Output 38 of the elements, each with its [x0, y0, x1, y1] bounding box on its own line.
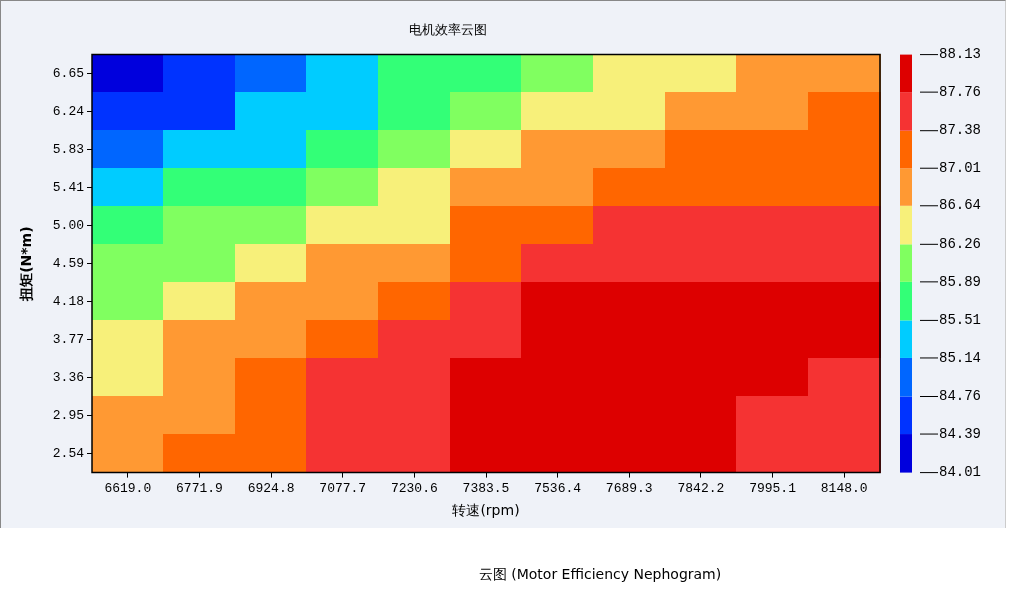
x-tick-label: 7689.3	[605, 480, 653, 496]
x-tick-label: 6924.8	[247, 480, 295, 496]
y-tick-label: 2.95	[52, 408, 85, 424]
chart-title: 电机效率云图	[408, 22, 487, 38]
color-bar-label: 88.13	[939, 46, 982, 63]
y-axis-title: 扭矩(N*m)	[18, 226, 35, 302]
color-bar-label: 84.01	[939, 464, 982, 481]
color-bar-label: 87.01	[939, 159, 982, 176]
y-tick-label: 6.65	[52, 66, 85, 82]
y-tick-label: 3.77	[52, 332, 85, 348]
color-bar-label: 86.64	[939, 197, 982, 214]
x-tick-label: 7077.7	[319, 480, 367, 496]
x-tick-label: 6771.9	[176, 480, 223, 496]
color-bar-label: 86.26	[939, 236, 982, 253]
x-axis-title: 转速(rpm)	[452, 502, 520, 519]
color-bar-label: 84.76	[939, 388, 982, 405]
y-tick-label: 3.36	[52, 370, 85, 386]
y-tick-label: 4.59	[52, 256, 85, 272]
y-tick-label: 6.24	[52, 104, 85, 120]
color-bar-label: 84.39	[939, 425, 982, 442]
x-tick-label: 7383.5	[462, 480, 510, 496]
x-tick-label: 7536.4	[534, 480, 582, 496]
y-tick-label: 4.18	[52, 294, 85, 310]
text: 云图 (Motor Efficiency Nephogram)	[477, 566, 723, 584]
color-bar-label: 87.38	[939, 122, 982, 139]
x-tick-label: 6619.0	[104, 480, 152, 496]
color-bar-label: 87.76	[939, 83, 982, 100]
color-bar-label: 85.14	[939, 349, 982, 366]
color-bar-label: 85.51	[939, 312, 982, 329]
x-tick-label: 7995.1	[749, 480, 797, 496]
y-tick-label: 5.00	[52, 218, 85, 234]
y-tick-label: 2.54	[52, 446, 85, 462]
y-tick-label: 5.83	[52, 142, 85, 158]
x-tick-label: 7230.6	[390, 480, 438, 496]
x-tick-label: 7842.2	[677, 480, 725, 496]
x-tick-label: 8148.0	[820, 480, 868, 496]
color-bar-label: 85.89	[939, 273, 982, 290]
y-tick-label: 5.41	[52, 180, 85, 196]
